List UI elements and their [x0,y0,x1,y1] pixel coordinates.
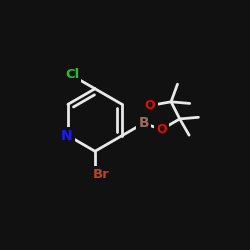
Text: O: O [156,123,167,136]
Text: Cl: Cl [65,68,79,82]
Text: N: N [61,128,72,142]
Text: Br: Br [93,168,110,181]
Text: B: B [138,116,149,130]
Text: O: O [145,99,156,112]
